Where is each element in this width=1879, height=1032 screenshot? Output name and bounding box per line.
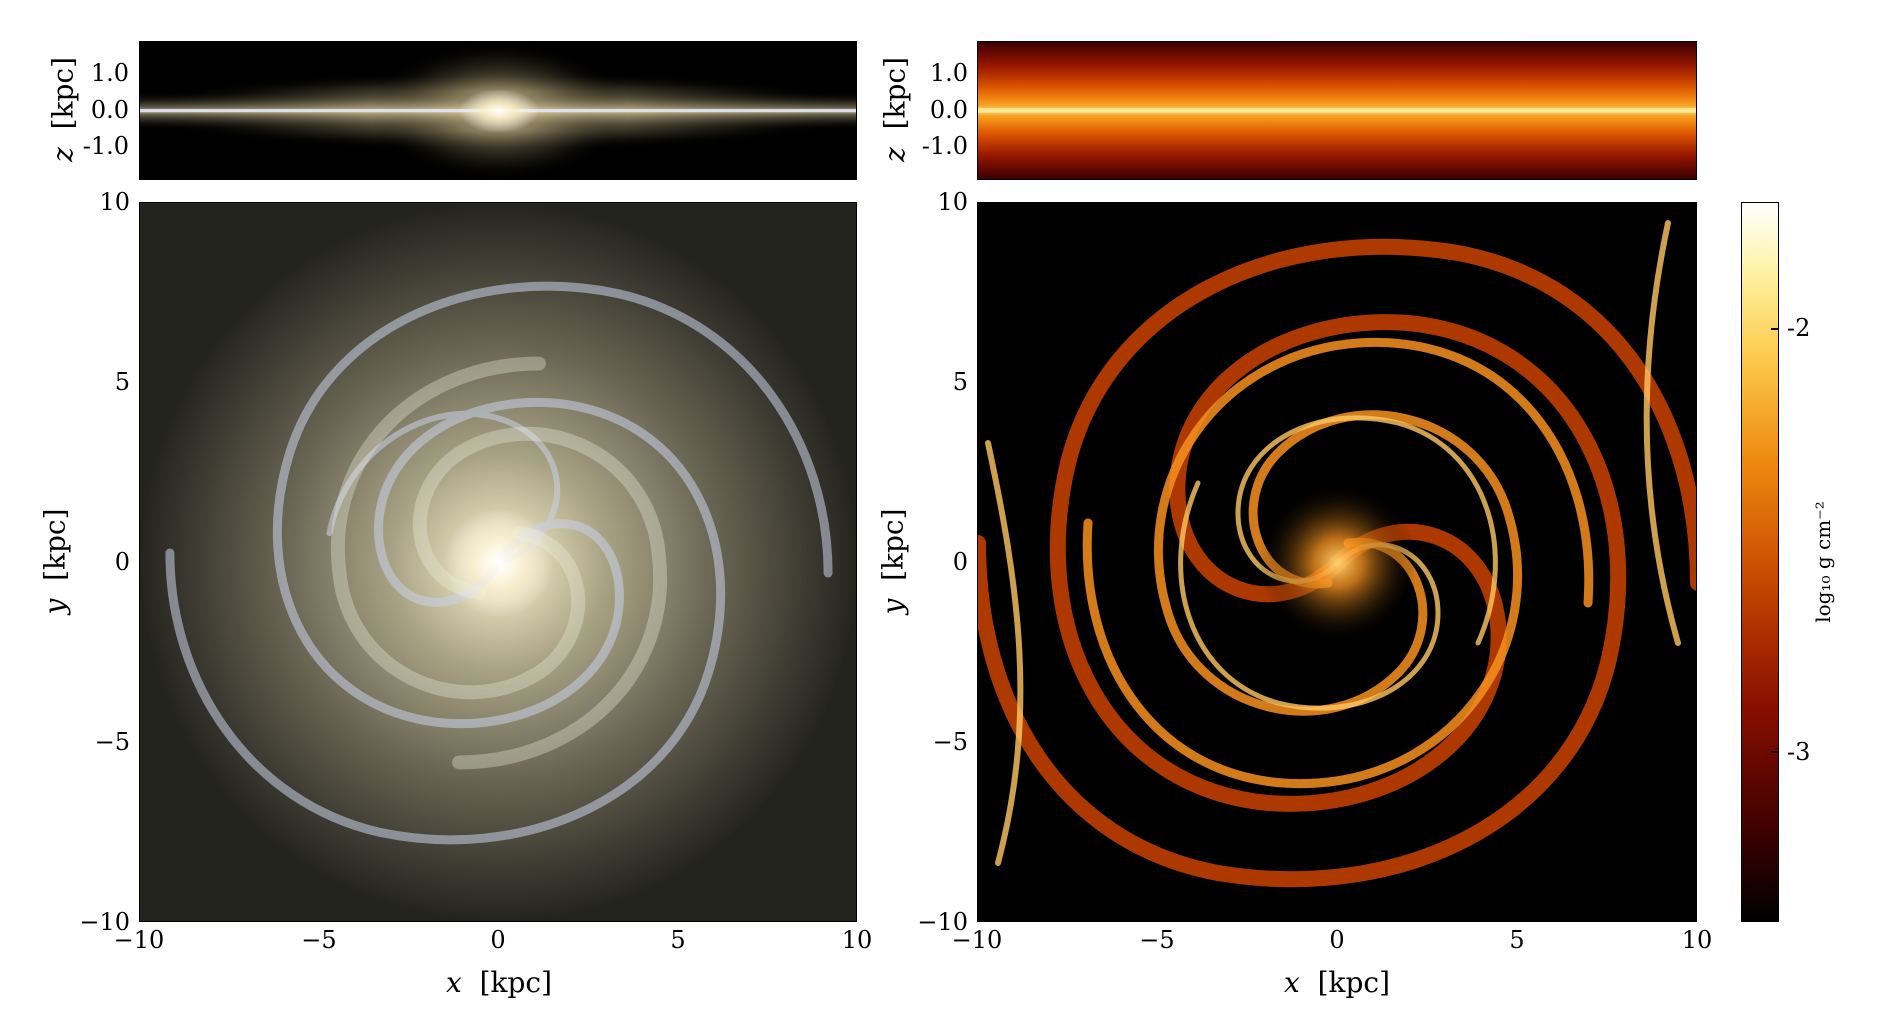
stars-edge-ylabel: z [kpc] xyxy=(46,57,80,162)
gas-face-ytick-0: 0 xyxy=(952,548,968,576)
gas-face-ytick-10: 10 xyxy=(937,188,968,216)
colorbar-label: log₁₀ g cm⁻² xyxy=(1811,501,1835,623)
gas-face-xtick-0: 0 xyxy=(1329,926,1345,954)
colorbar xyxy=(1741,202,1779,922)
stars-edge-ytick-0: 0.0 xyxy=(90,96,129,124)
colorbar-tickmark-m3 xyxy=(1771,751,1779,753)
gas-edge-ytick-m1: -1.0 xyxy=(921,132,968,160)
gas-edge-ylabel: z [kpc] xyxy=(878,57,912,162)
stars-face-ytick-m5: −5 xyxy=(94,728,130,756)
gas-face-ytick-m10: −10 xyxy=(917,908,968,936)
colorbar-tick-m3: -3 xyxy=(1787,738,1811,766)
stars-face-xlabel: x [kpc] xyxy=(446,966,553,999)
gas-face-xlabel: x [kpc] xyxy=(1284,966,1391,999)
stars-face-xtick-0: 0 xyxy=(490,926,506,954)
gas-face-ylabel: y [kpc] xyxy=(876,508,910,615)
stars-face-ytick-10: 10 xyxy=(99,188,130,216)
gas-edge-ytick-1: 1.0 xyxy=(929,59,968,87)
stars-face-ytick-5: 5 xyxy=(114,368,130,396)
stars-face-on-image xyxy=(140,204,856,921)
colorbar-tickmark-m2 xyxy=(1771,328,1779,330)
stars-face-ytick-m10: −10 xyxy=(79,908,130,936)
stars-edge-ytick-1: 1.0 xyxy=(90,59,129,87)
gas-edge-on-panel xyxy=(977,41,1697,180)
gas-face-on-image xyxy=(978,220,1696,888)
stars-face-ylabel: y [kpc] xyxy=(38,508,72,615)
stars-face-xtick-m5: −5 xyxy=(301,926,337,954)
stars-edge-ytick-m1: -1.0 xyxy=(82,132,129,160)
gas-face-ytick-5: 5 xyxy=(952,368,968,396)
gas-face-xtick-5: 5 xyxy=(1509,926,1525,954)
stars-face-xtick-m10: −10 xyxy=(113,926,165,954)
stars-edge-on-image xyxy=(140,42,856,179)
gas-edge-on-image xyxy=(978,108,1696,113)
gas-face-xtick-10: 10 xyxy=(1681,926,1713,954)
stars-face-on-panel xyxy=(139,202,857,922)
gas-face-xtick-m10: −10 xyxy=(951,926,1003,954)
gas-face-xtick-m5: −5 xyxy=(1139,926,1175,954)
stars-face-xtick-10: 10 xyxy=(841,926,873,954)
gas-face-ytick-m5: −5 xyxy=(932,728,968,756)
gas-face-on-panel xyxy=(977,202,1697,922)
stars-edge-on-panel xyxy=(139,41,857,180)
colorbar-tick-m2: -2 xyxy=(1787,314,1811,342)
stars-face-ytick-0: 0 xyxy=(114,548,130,576)
gas-edge-ytick-0: 0.0 xyxy=(929,96,968,124)
stars-face-xtick-5: 5 xyxy=(670,926,686,954)
